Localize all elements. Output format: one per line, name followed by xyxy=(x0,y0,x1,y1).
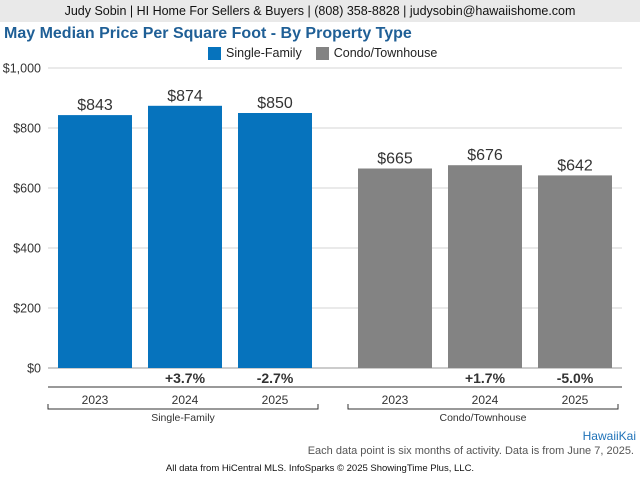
x-tick-label: 2024 xyxy=(472,393,499,407)
legend: Single-Family Condo/Townhouse xyxy=(208,46,451,60)
change-label: +1.7% xyxy=(465,370,506,386)
x-tick-label: 2023 xyxy=(382,393,409,407)
source-credit: All data from HiCentral MLS. InfoSparks … xyxy=(165,463,475,474)
chart-title: May Median Price Per Square Foot - By Pr… xyxy=(4,25,412,42)
y-tick-label: $200 xyxy=(13,302,41,316)
y-tick-label: $600 xyxy=(13,182,41,196)
change-label: +3.7% xyxy=(165,370,206,386)
bar xyxy=(238,113,312,368)
contact-line: Judy Sobin | HI Home For Sellers & Buyer… xyxy=(64,4,576,18)
bar-value-label: $850 xyxy=(257,95,293,112)
x-tick-label: 2024 xyxy=(172,393,199,407)
bar-value-label: $665 xyxy=(377,151,413,168)
group-bracket xyxy=(47,404,319,410)
change-label: -2.7% xyxy=(257,370,294,386)
y-tick-label: $0 xyxy=(27,362,41,376)
group-label: Single-Family xyxy=(151,412,215,424)
y-tick-label: $400 xyxy=(13,242,41,256)
legend-swatch-condo xyxy=(315,46,329,60)
header-bar: Judy Sobin | HI Home For Sellers & Buyer… xyxy=(0,0,640,22)
area-label: HawaiiKai xyxy=(582,429,636,443)
y-tick-label: $800 xyxy=(13,122,41,136)
legend-item-condo: Condo/Townhouse xyxy=(315,46,438,60)
legend-label-condo: Condo/Townhouse xyxy=(333,46,438,60)
bar-value-label: $843 xyxy=(77,97,113,114)
legend-label-single-family: Single-Family xyxy=(226,46,302,60)
bar-value-label: $874 xyxy=(167,88,203,105)
group-bracket xyxy=(347,404,619,410)
x-tick-label: 2025 xyxy=(262,393,289,407)
bar xyxy=(58,115,132,368)
y-tick-label: $1,000 xyxy=(3,62,41,76)
bar-value-label: $642 xyxy=(557,157,593,174)
bar xyxy=(358,168,432,368)
bar xyxy=(448,165,522,368)
change-label: -5.0% xyxy=(557,370,594,386)
bar xyxy=(148,105,222,369)
bar-value-label: $676 xyxy=(467,147,503,164)
legend-swatch-single-family xyxy=(208,46,221,60)
x-tick-label: 2025 xyxy=(562,393,589,407)
bar xyxy=(538,175,612,368)
footnote: Each data point is six months of activit… xyxy=(307,445,634,457)
x-tick-label: 2023 xyxy=(82,393,109,407)
group-label: Condo/Townhouse xyxy=(440,412,527,424)
legend-item-single-family: Single-Family xyxy=(208,46,302,60)
